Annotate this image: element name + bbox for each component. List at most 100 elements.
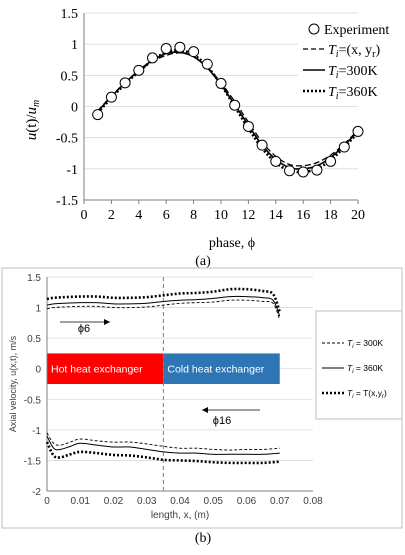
chart-b-y-tick-labels: 1.5 1 0.5 0 -0.5 -1 -1.5 -2 — [24, 273, 42, 498]
legend-ti-xyr-T: T — [328, 43, 337, 58]
legend-ti-300-rest: =300K — [339, 64, 378, 79]
chart-b-x-tick: 0.03 — [137, 496, 157, 507]
legend-b-txyr-T: T — [347, 388, 353, 398]
experiment-point — [297, 166, 309, 178]
legend-ti-360-sub: i — [336, 91, 339, 102]
experiment-point — [338, 141, 350, 153]
legend-ti-360-rest: =360K — [339, 85, 378, 100]
panel-b-label: (b) — [195, 531, 212, 546]
legend-ti-360-T: T — [328, 85, 337, 100]
experiment-point — [242, 120, 254, 132]
experiment-point — [215, 77, 227, 89]
chart-a-x-tick: 2 — [108, 208, 115, 223]
experiment-point — [119, 77, 131, 89]
legend-b-txyr-close: ) — [384, 388, 387, 398]
legend-ti-xyr-label: Ti=(x, yr) — [328, 43, 380, 60]
ylabel-t: (t)/ — [24, 114, 40, 133]
chart-b-y-tick: -2 — [32, 487, 41, 498]
experiment-point — [229, 99, 241, 111]
annotation-phi6-arrowhead — [104, 319, 110, 325]
chart-b-x-tick: 0.08 — [303, 496, 323, 507]
experiment-point — [174, 41, 186, 53]
annotation-phi16-arrowhead — [202, 407, 208, 413]
chart-a-x-tick: 4 — [135, 208, 142, 223]
chart-a-x-tick: 14 — [269, 208, 283, 223]
experiment-point — [284, 165, 295, 177]
legend-ti-300-T: T — [328, 64, 337, 79]
legend-ti-xyr-rest: =(x, y — [339, 43, 373, 58]
chart-a-y-tick: 0 — [71, 101, 78, 116]
cold-heat-exchanger-label: Cold heat exchanger — [167, 364, 264, 376]
chart-a-x-tick: 6 — [163, 208, 170, 223]
hot-heat-exchanger-label: Hot heat exchanger — [51, 364, 143, 376]
legend-ti-360-label: Ti=360K — [328, 85, 378, 102]
experiment-point — [270, 155, 282, 167]
chart-b-series — [45, 287, 281, 465]
legend-ti-xyr-close: ) — [375, 43, 380, 58]
hot-heat-exchanger-region — [47, 353, 164, 384]
cold-heat-exchanger-region — [163, 353, 280, 384]
chart-b-x-axis-label: length, x, (m) — [151, 510, 209, 521]
legend-ti-300-sub: i — [336, 70, 339, 81]
chart-b-legend-box — [315, 310, 403, 420]
legend-experiment-marker — [308, 23, 320, 35]
chart-b-y-tick: 0.5 — [27, 334, 41, 345]
chart-a-series — [92, 41, 364, 178]
legend-b-300-label: Ti = 300K — [347, 338, 383, 350]
experiment-point — [92, 109, 104, 121]
legend-b-360-T: T — [347, 363, 353, 373]
legend-ti-xyr-sub: i — [336, 49, 339, 60]
chart-b-x-tick: 0.06 — [237, 496, 257, 507]
experiment-point — [201, 58, 213, 70]
panel-a-label: (a) — [195, 254, 211, 269]
chart-b-series-line — [46, 295, 281, 317]
chart-b-y-tick: 1 — [35, 304, 41, 315]
legend-b-txyr-label: Ti = T(x,yr) — [347, 388, 387, 400]
chart-b-x-tick: 0.05 — [204, 496, 224, 507]
chart-a-x-tick: 0 — [81, 208, 88, 223]
ylabel-u2: u — [24, 107, 40, 115]
legend-b-300-rest: = 300K — [354, 338, 384, 348]
chart-b-axes — [46, 277, 313, 492]
chart-a-y-tick: 1.5 — [61, 7, 79, 22]
experiment-point — [133, 64, 145, 76]
legend-b-txyr-rest: = T(x,y — [354, 388, 383, 398]
chart-a-x-tick: 20 — [351, 208, 365, 223]
annotation-phi16-label: ϕ16 — [213, 415, 231, 427]
annotation-phi16: ϕ16 — [202, 407, 260, 427]
chart-a-x-tick: 16 — [296, 208, 310, 223]
chart-a-x-tick: 8 — [190, 208, 197, 223]
chart-b-series-line — [46, 287, 281, 313]
chart-b-series-line — [45, 441, 280, 465]
experiment-point — [256, 139, 268, 151]
chart-a-series-line — [96, 48, 359, 174]
chart-a-y-tick: -1 — [66, 163, 78, 178]
experiment-point — [188, 46, 200, 58]
chart-b-y-tick: 0 — [35, 365, 41, 376]
chart-b: Hot heat exchanger Cold heat exchanger 1.… — [1, 267, 403, 546]
experiment-point — [160, 43, 172, 55]
chart-a-y-axis-label: u(t)/um — [24, 100, 42, 141]
chart-a-y-tick-labels: 1.5 1 0.5 0 -0.5 -1 -1.5 — [56, 7, 78, 209]
chart-a-legend: Experiment Ti=(x, yr) Ti=300K Ti=360K — [298, 17, 389, 102]
legend-b-txyr-sub: i — [352, 394, 354, 400]
chart-a-x-axis-label: phase, ϕ — [209, 236, 255, 251]
chart-b-y-tick: 1.5 — [27, 273, 41, 284]
chart-a-y-tick: 1 — [71, 38, 78, 53]
chart-b-x-tick: 0.01 — [71, 496, 91, 507]
chart-a-y-tick: -0.5 — [56, 132, 78, 147]
legend-experiment-label: Experiment — [324, 23, 389, 38]
chart-b-series-line — [46, 299, 281, 320]
chart-b-series-line — [46, 432, 280, 451]
chart-b-legend: Ti = 300K Ti = 360K Ti = T(x,yr) — [315, 310, 403, 420]
experiment-point — [352, 125, 364, 137]
chart-b-y-tick: -1 — [32, 426, 41, 437]
ylabel-m: m — [31, 100, 42, 107]
chart-a-x-tick: 12 — [241, 208, 255, 223]
chart-a-y-tick: -1.5 — [56, 194, 78, 209]
legend-b-360-sub: i — [352, 369, 354, 375]
legend-ti-300-label: Ti=300K — [328, 64, 378, 81]
chart-b-y-tick: -0.5 — [24, 395, 42, 406]
experiment-point — [105, 91, 117, 103]
